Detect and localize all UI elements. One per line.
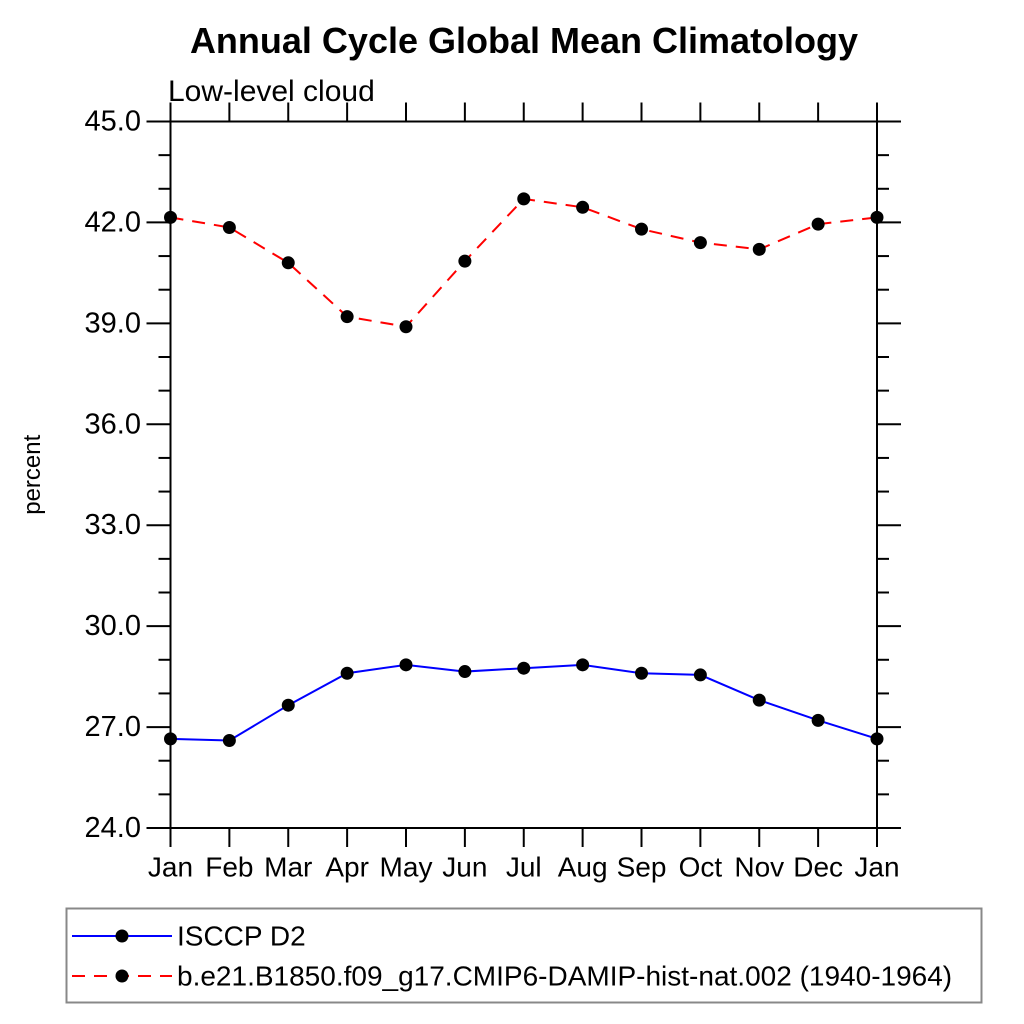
x-tick-label: Jan bbox=[854, 852, 899, 883]
legend-label-0: ISCCP D2 bbox=[177, 921, 306, 952]
axis-tick-labels: 24.0 27.0 30.0 33.0 36.0 39.0 42.0 45.0 Jan Feb Ma… bbox=[85, 106, 900, 883]
series-line-1 bbox=[170, 197, 878, 328]
y-tick-label: 27.0 bbox=[85, 711, 141, 743]
x-tick-label: Jan bbox=[148, 852, 193, 883]
y-tick-label: 42.0 bbox=[85, 206, 141, 238]
data-point-marker bbox=[752, 242, 766, 256]
data-point-marker bbox=[811, 217, 825, 231]
x-tick-label: Aug bbox=[558, 852, 608, 883]
x-tick-label: Apr bbox=[325, 852, 369, 883]
data-point-marker bbox=[811, 713, 825, 727]
y-tick-label: 36.0 bbox=[85, 408, 141, 440]
series-line-0 bbox=[170, 663, 878, 742]
x-tick-label: Oct bbox=[679, 852, 723, 883]
data-point-marker bbox=[281, 698, 295, 712]
data-point-marker bbox=[870, 210, 884, 224]
y-axis-label: percent bbox=[19, 434, 46, 514]
y-tick-label: 33.0 bbox=[85, 509, 141, 541]
data-point-marker bbox=[399, 320, 413, 334]
x-tick-label: Mar bbox=[264, 852, 312, 883]
legend-marker-0 bbox=[115, 929, 129, 943]
data-point-marker bbox=[517, 192, 531, 206]
data-point-marker bbox=[635, 222, 648, 236]
legend: ISCCP D2 b.e21.B1850.f09_g17.CMIP6-DAMIP-… bbox=[65, 907, 983, 1004]
plot-border bbox=[169, 120, 878, 829]
data-point-marker bbox=[340, 666, 354, 680]
y-tick-label: 30.0 bbox=[85, 610, 141, 642]
data-point-marker bbox=[399, 658, 413, 672]
y-tick-label: 45.0 bbox=[85, 106, 141, 138]
y-tick-label: 39.0 bbox=[85, 307, 141, 339]
x-tick-label: Jun bbox=[442, 852, 487, 883]
data-point-marker bbox=[635, 666, 648, 680]
data-point-marker bbox=[222, 220, 236, 234]
data-point-marker bbox=[222, 734, 236, 748]
x-tick-label: Dec bbox=[793, 852, 843, 883]
data-point-marker bbox=[164, 210, 177, 224]
x-tick-label: May bbox=[380, 852, 433, 883]
legend-entries: ISCCP D2 b.e21.B1850.f09_g17.CMIP6-DAMIP-… bbox=[72, 921, 952, 992]
legend-marker-1 bbox=[115, 969, 129, 983]
data-point-marker bbox=[340, 310, 354, 324]
legend-label-1: b.e21.B1850.f09_g17.CMIP6-DAMIP-hist-nat… bbox=[177, 961, 952, 992]
x-tick-label: Jul bbox=[506, 852, 542, 883]
data-point-marker bbox=[458, 665, 472, 679]
data-point-marker bbox=[870, 732, 884, 746]
x-tick-label: Feb bbox=[205, 852, 253, 883]
data-point-marker bbox=[752, 693, 766, 707]
data-point-marker bbox=[164, 732, 177, 746]
chart-title: Annual Cycle Global Mean Climatology bbox=[190, 20, 858, 61]
data-point-marker bbox=[281, 256, 295, 270]
data-series bbox=[164, 192, 884, 748]
chart-subtitle: Low-level cloud bbox=[168, 75, 375, 108]
x-tick-label: Sep bbox=[617, 852, 667, 883]
data-point-marker bbox=[693, 668, 707, 682]
x-tick-label: Nov bbox=[734, 852, 784, 883]
data-point-marker bbox=[458, 254, 472, 268]
axis-ticks bbox=[146, 102, 901, 847]
data-point-marker bbox=[576, 200, 590, 214]
data-point-marker bbox=[576, 658, 590, 672]
y-tick-label: 24.0 bbox=[85, 812, 141, 844]
data-point-marker bbox=[693, 236, 707, 250]
plot-area: 24.0 27.0 30.0 33.0 36.0 39.0 42.0 45.0 Jan Feb Ma… bbox=[85, 102, 901, 883]
data-point-marker bbox=[517, 661, 531, 675]
legend-box bbox=[65, 907, 983, 1004]
